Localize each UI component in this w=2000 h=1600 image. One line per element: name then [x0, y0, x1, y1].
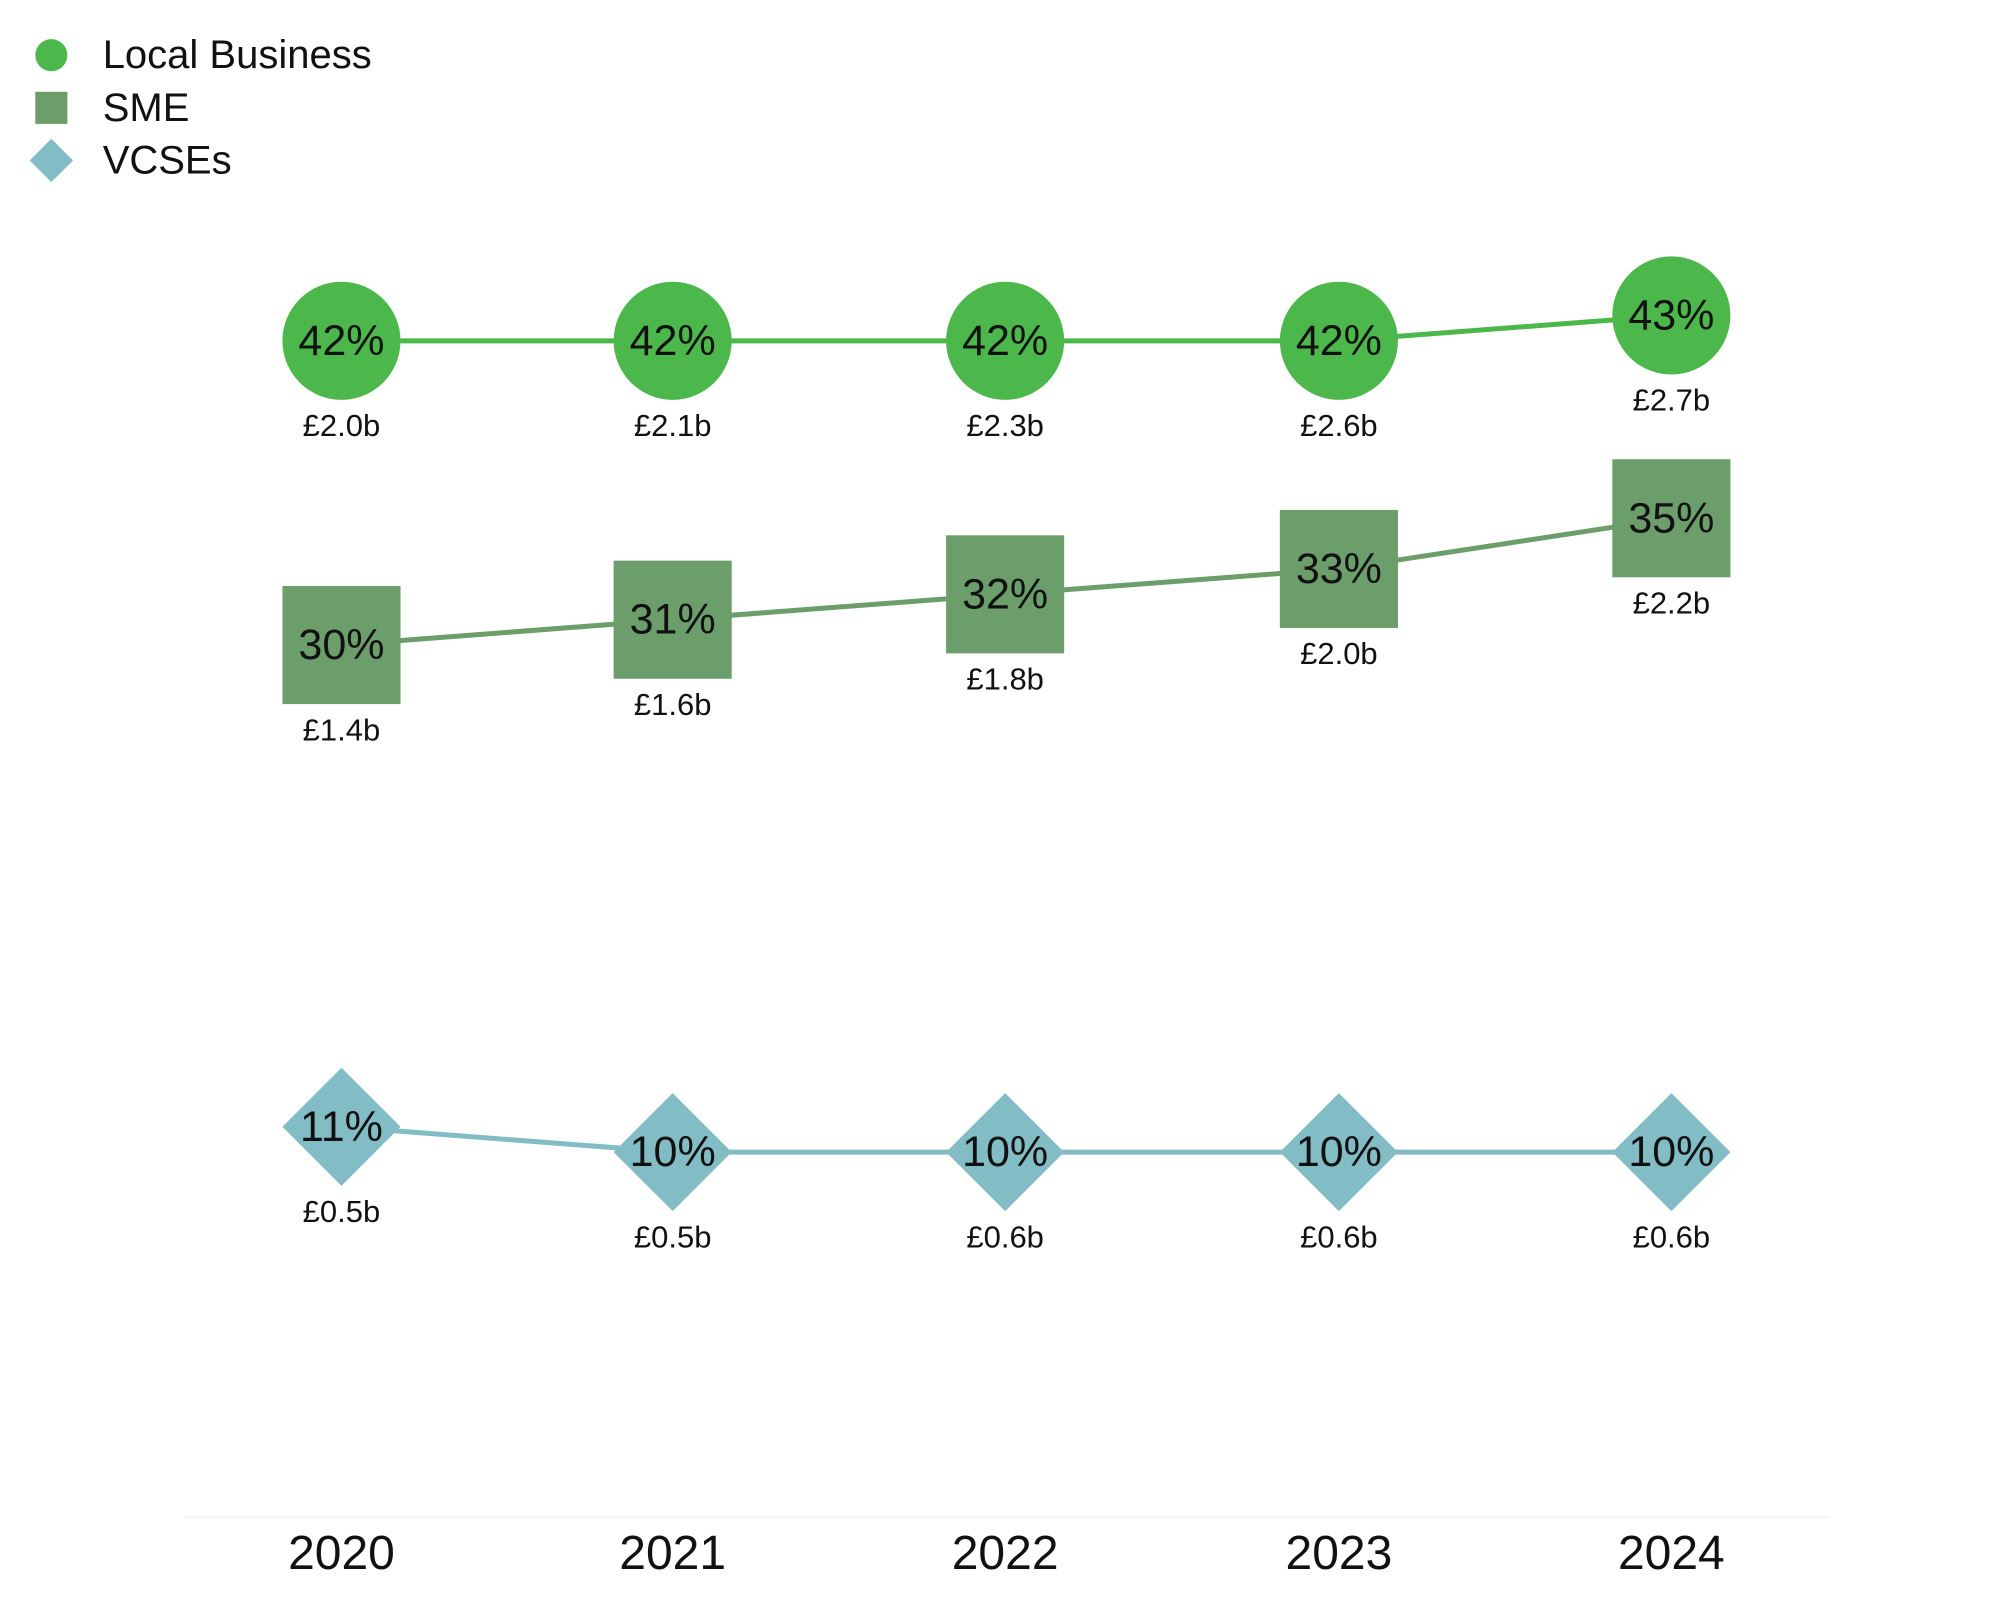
data-label-percent: 42%: [962, 317, 1048, 365]
data-label-percent: 10%: [1628, 1128, 1714, 1176]
data-label-amount: £0.5b: [303, 1194, 381, 1229]
legend-circle-icon: [35, 39, 68, 72]
data-label-percent: 10%: [962, 1128, 1048, 1176]
data-point-circle: [613, 281, 732, 400]
data-label-amount: £1.6b: [634, 687, 712, 722]
data-label-percent: 35%: [1628, 494, 1714, 542]
data-label-amount: £2.3b: [966, 408, 1044, 443]
series-sme: 30% £1.4b 31% £1.6b 32% £1.8b 33% £2.0b 35% £2.2b: [282, 459, 1731, 747]
data-label-percent: 30%: [298, 621, 384, 669]
data-point-circle: [282, 281, 401, 400]
data-label-percent: 42%: [1296, 317, 1382, 365]
data-label-percent: 10%: [630, 1128, 716, 1176]
x-tick-label: 2022: [952, 1527, 1059, 1580]
data-point-square: [946, 535, 1065, 654]
data-label-amount: £0.6b: [1633, 1219, 1711, 1254]
data-label-amount: £2.6b: [1300, 408, 1378, 443]
data-point-diamond: [613, 1093, 732, 1212]
series-vcses: 11% £0.5b 10% £0.5b 10% £0.6b 10% £0.6b 10% £0.6b: [282, 1067, 1731, 1254]
x-tick-label: 2021: [619, 1527, 726, 1580]
x-tick-label: 2024: [1618, 1527, 1725, 1580]
data-label-amount: £2.7b: [1633, 383, 1711, 418]
legend-item: VCSEs: [29, 138, 232, 183]
data-label-amount: £2.2b: [1633, 586, 1711, 621]
data-point-diamond: [946, 1093, 1065, 1212]
legend-square-icon: [35, 91, 68, 124]
x-tick-label: 2020: [288, 1527, 395, 1580]
data-point-circle: [1612, 256, 1731, 375]
legend-diamond-icon: [29, 138, 74, 183]
data-point-square: [1612, 459, 1731, 578]
data-label-percent: 31%: [630, 596, 716, 644]
legend-label: SME: [103, 86, 190, 130]
data-label-amount: £2.1b: [634, 408, 712, 443]
data-label-amount: £2.0b: [1300, 636, 1378, 671]
data-label-amount: £0.6b: [1300, 1219, 1378, 1254]
data-point-diamond: [1279, 1093, 1398, 1212]
data-label-amount: £1.8b: [966, 662, 1044, 697]
data-point-square: [1279, 509, 1398, 629]
data-point-square: [613, 560, 732, 679]
data-label-percent: 42%: [630, 317, 716, 365]
data-label-percent: 11%: [300, 1103, 383, 1151]
legend-label: VCSEs: [103, 138, 232, 182]
legend-item: SME: [35, 86, 189, 130]
data-label-percent: 32%: [962, 570, 1048, 618]
data-label-amount: £1.4b: [303, 712, 381, 747]
x-tick-label: 2023: [1286, 1527, 1393, 1580]
legend-item: Local Business: [35, 33, 372, 77]
data-label-percent: 42%: [298, 317, 384, 365]
data-label-percent: 43%: [1628, 291, 1714, 339]
series-local-business: 42% £2.0b 42% £2.1b 42% £2.3b 42% £2.6b 43% £2.7b: [282, 256, 1731, 443]
data-label-amount: £0.6b: [966, 1219, 1044, 1254]
data-point-circle: [1279, 281, 1398, 400]
data-point-square: [282, 586, 401, 705]
data-label-amount: £2.0b: [303, 408, 381, 443]
data-label-amount: £0.5b: [634, 1219, 712, 1254]
data-point-diamond: [1612, 1093, 1731, 1212]
data-label-percent: 10%: [1296, 1128, 1382, 1176]
data-label-percent: 33%: [1296, 545, 1382, 593]
data-point-circle: [946, 281, 1065, 400]
data-point-diamond: [282, 1067, 401, 1186]
legend-label: Local Business: [103, 33, 372, 77]
